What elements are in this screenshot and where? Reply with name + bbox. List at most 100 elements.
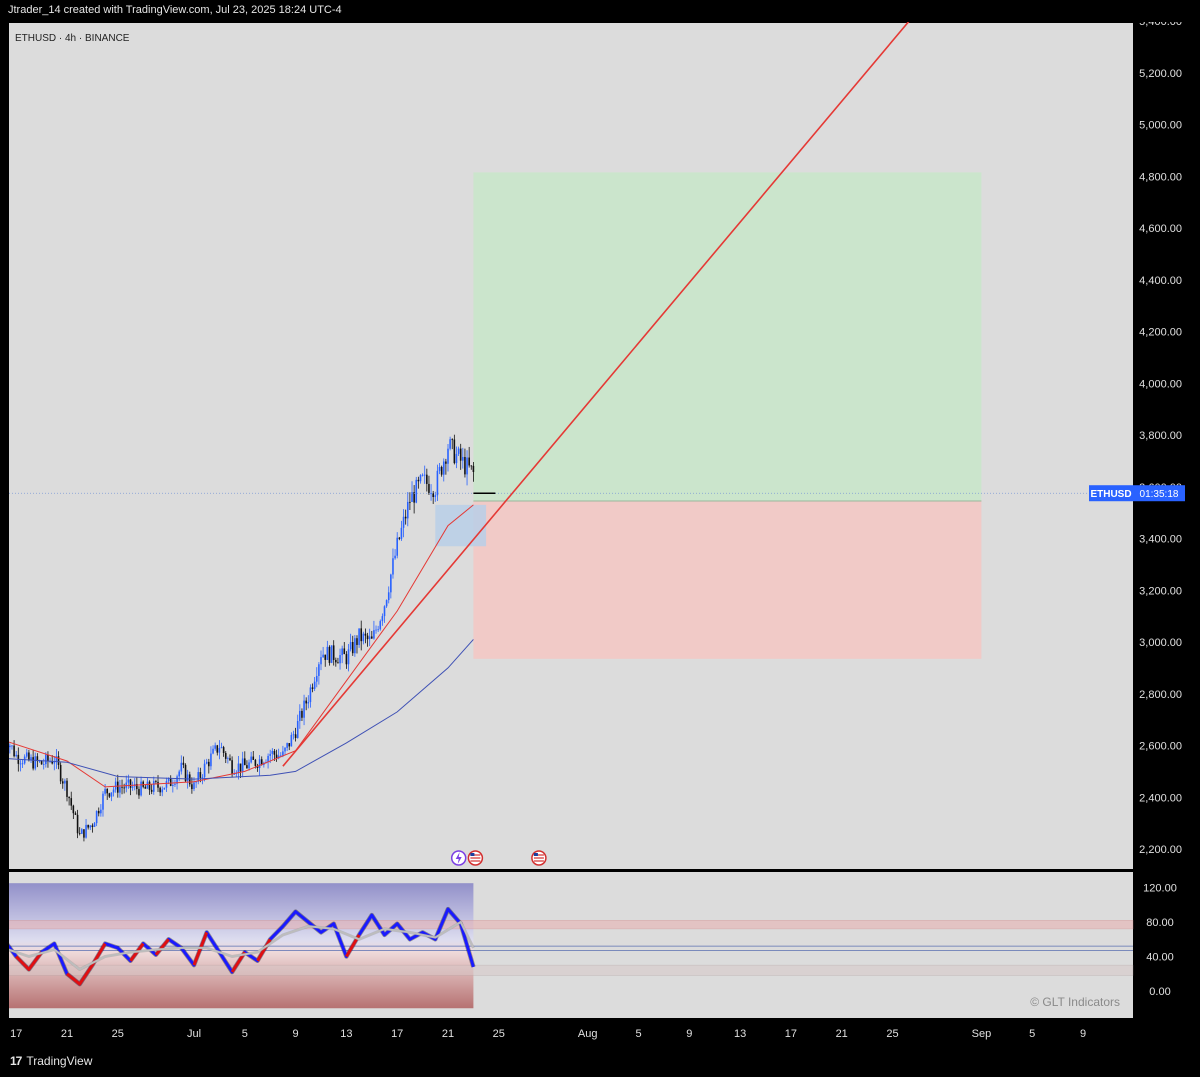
demand-zone[interactable] <box>435 504 487 547</box>
profit-zone[interactable] <box>473 172 982 501</box>
candle-body <box>324 654 327 660</box>
time-tick-label: 13 <box>734 1028 746 1040</box>
candle-body <box>392 558 394 575</box>
candle-body <box>117 781 119 793</box>
candle-body <box>394 555 396 559</box>
candle-body <box>167 778 170 782</box>
candle-body <box>36 756 39 762</box>
candle-body <box>21 763 24 765</box>
candle-body <box>464 456 466 475</box>
candle-body <box>13 745 15 757</box>
candle-body <box>161 789 164 793</box>
candle-body <box>112 789 115 793</box>
candle-body <box>470 465 473 467</box>
oscillator-tick-label: 80.00 <box>1146 917 1174 929</box>
candle-body <box>182 762 185 765</box>
candle-body <box>91 825 94 827</box>
candle-body <box>61 781 64 784</box>
candle-body <box>30 757 32 761</box>
candle-body <box>104 788 106 794</box>
candle-body <box>445 461 447 464</box>
candle-body <box>451 439 454 441</box>
candle-body <box>193 782 195 790</box>
candle-body <box>320 657 322 665</box>
candle-body <box>106 788 109 794</box>
candle-body <box>148 781 151 790</box>
time-tick-label: 9 <box>1080 1028 1086 1040</box>
candle-body <box>339 655 341 664</box>
candle-body <box>387 592 390 601</box>
us-flag-event-icon[interactable] <box>467 850 484 866</box>
candle-body <box>277 755 280 759</box>
candle-body <box>330 645 333 663</box>
candle-body <box>246 765 248 769</box>
trendline-segment[interactable] <box>282 10 919 767</box>
dividend-lightning-icon[interactable] <box>450 850 467 866</box>
candle-body <box>267 755 269 763</box>
price-tick-label: 4,000.00 <box>1139 378 1182 390</box>
candle-body <box>100 809 102 814</box>
candle-body <box>70 798 73 806</box>
candle-body <box>457 448 460 454</box>
candle-body <box>97 810 100 814</box>
oversold-band <box>8 964 1134 976</box>
candle-body <box>362 633 365 642</box>
candle-body <box>341 648 343 656</box>
candle-body <box>351 642 354 654</box>
candle-body <box>233 773 236 775</box>
moving-average-1 <box>3 504 474 788</box>
candle-body <box>231 760 233 775</box>
candle-body <box>419 475 422 482</box>
candle-body <box>121 786 123 788</box>
candle-body <box>203 763 206 778</box>
candle-body <box>32 757 34 769</box>
candle-body <box>93 823 96 827</box>
trendline[interactable] <box>282 10 919 767</box>
price-tick-label: 2,200.00 <box>1139 844 1182 856</box>
candle-body <box>472 465 475 473</box>
demand-zone-box[interactable] <box>435 504 487 547</box>
candle-body <box>169 778 172 786</box>
moving-averages <box>3 504 474 788</box>
candle-body <box>447 448 449 464</box>
candle-body <box>279 755 282 757</box>
candle-body <box>360 628 363 642</box>
time-tick-label: 5 <box>635 1028 641 1040</box>
candle-body <box>159 787 161 793</box>
us-flag-event-icon[interactable] <box>531 850 547 866</box>
candle-body <box>89 825 92 828</box>
candle-body <box>68 796 70 799</box>
price-axis[interactable] <box>1133 23 1200 1046</box>
candle-body <box>163 787 166 790</box>
candle-body <box>449 439 451 449</box>
candle-body <box>381 616 384 622</box>
candle-body <box>144 786 147 789</box>
candle-body <box>326 646 329 660</box>
event-icons[interactable] <box>450 850 547 866</box>
oscillator-tick-label: 120.00 <box>1143 883 1177 895</box>
candle-body <box>345 654 348 665</box>
candle-body <box>146 781 149 789</box>
tradingview-brand[interactable]: 17 TradingView <box>10 1054 92 1068</box>
price-tick-label: 5,200.00 <box>1139 68 1182 80</box>
candle-body <box>430 493 432 495</box>
candle-body <box>368 636 371 640</box>
position-tool[interactable] <box>473 172 982 659</box>
pane-separator[interactable] <box>9 869 1133 872</box>
time-tick-label: 5 <box>1029 1028 1035 1040</box>
candle-body <box>284 747 286 752</box>
time-tick-label: 25 <box>886 1028 898 1040</box>
candle-body <box>59 764 62 782</box>
time-tick-label: 9 <box>686 1028 692 1040</box>
time-axis[interactable] <box>0 1018 1133 1046</box>
price-label-symbol: ETHUSD <box>1090 489 1131 500</box>
candle-body <box>462 456 464 461</box>
candle-body <box>303 700 305 718</box>
candle-body <box>273 750 276 755</box>
loss-zone[interactable] <box>473 500 982 659</box>
candle-body <box>305 700 307 704</box>
candle-body <box>40 760 43 765</box>
flag-icon-canton <box>533 853 538 856</box>
candle-body <box>208 761 210 767</box>
